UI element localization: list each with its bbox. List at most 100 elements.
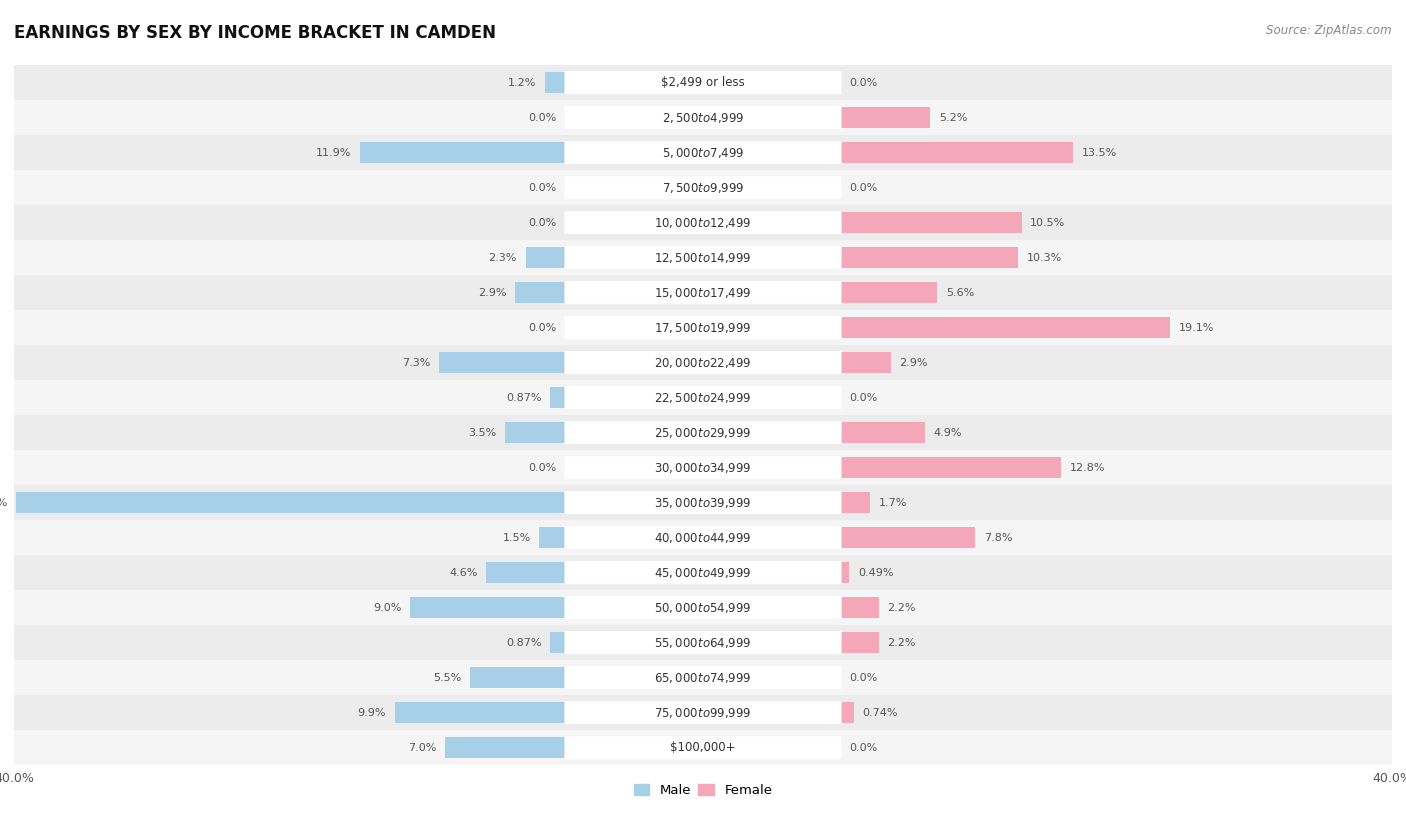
Text: $50,000 to $54,999: $50,000 to $54,999	[654, 601, 752, 615]
Bar	[14, 380, 1392, 415]
Text: 5.2%: 5.2%	[939, 112, 967, 123]
Text: $2,499 or less: $2,499 or less	[661, 77, 745, 89]
Bar	[471, 667, 565, 688]
Bar	[841, 247, 1018, 268]
Text: $2,500 to $4,999: $2,500 to $4,999	[662, 111, 744, 125]
Text: $10,000 to $12,499: $10,000 to $12,499	[654, 216, 752, 230]
Text: 10.5%: 10.5%	[1031, 217, 1066, 228]
Text: 4.6%: 4.6%	[449, 567, 478, 578]
Bar	[14, 240, 1392, 275]
Text: 3.5%: 3.5%	[468, 427, 496, 438]
Text: 2.2%: 2.2%	[887, 637, 915, 648]
Text: 19.1%: 19.1%	[1178, 322, 1213, 333]
Bar	[841, 142, 1073, 163]
Text: 1.2%: 1.2%	[508, 77, 536, 88]
Bar	[526, 247, 565, 268]
Bar	[14, 730, 1392, 765]
Bar	[841, 597, 879, 618]
Text: 9.9%: 9.9%	[357, 707, 387, 718]
Bar	[550, 387, 565, 408]
Text: $65,000 to $74,999: $65,000 to $74,999	[654, 671, 752, 685]
Bar	[14, 100, 1392, 135]
Text: 12.8%: 12.8%	[1070, 462, 1105, 473]
Text: $35,000 to $39,999: $35,000 to $39,999	[654, 496, 752, 510]
Bar	[540, 527, 565, 548]
Bar	[550, 632, 565, 653]
Bar	[395, 702, 565, 723]
Bar	[841, 527, 976, 548]
Bar	[14, 170, 1392, 205]
Bar	[14, 520, 1392, 555]
Text: 2.9%: 2.9%	[478, 287, 506, 298]
Text: $75,000 to $99,999: $75,000 to $99,999	[654, 706, 752, 720]
Text: 1.5%: 1.5%	[502, 532, 531, 543]
FancyBboxPatch shape	[565, 177, 841, 199]
FancyBboxPatch shape	[565, 597, 841, 619]
Bar	[14, 450, 1392, 485]
Text: $55,000 to $64,999: $55,000 to $64,999	[654, 636, 752, 650]
Text: 0.0%: 0.0%	[849, 77, 877, 88]
Text: 2.2%: 2.2%	[887, 602, 915, 613]
Text: 5.6%: 5.6%	[946, 287, 974, 298]
Bar	[14, 415, 1392, 450]
Text: 11.9%: 11.9%	[316, 147, 352, 158]
Text: 7.8%: 7.8%	[984, 532, 1012, 543]
Text: 0.87%: 0.87%	[506, 637, 541, 648]
Bar	[14, 345, 1392, 380]
Text: 0.74%: 0.74%	[862, 707, 897, 718]
Bar	[841, 422, 925, 443]
Bar	[486, 562, 565, 583]
FancyBboxPatch shape	[565, 282, 841, 304]
Text: $100,000+: $100,000+	[671, 742, 735, 754]
Bar	[444, 737, 565, 758]
FancyBboxPatch shape	[565, 457, 841, 479]
FancyBboxPatch shape	[565, 737, 841, 759]
Text: 0.0%: 0.0%	[529, 322, 557, 333]
Bar	[14, 485, 1392, 520]
Text: 31.9%: 31.9%	[0, 497, 7, 508]
Text: 10.3%: 10.3%	[1026, 252, 1062, 263]
Text: 2.3%: 2.3%	[489, 252, 517, 263]
Text: 9.0%: 9.0%	[373, 602, 402, 613]
Text: $12,500 to $14,999: $12,500 to $14,999	[654, 251, 752, 265]
Text: 1.7%: 1.7%	[879, 497, 907, 508]
Bar	[841, 352, 891, 373]
FancyBboxPatch shape	[565, 492, 841, 514]
Bar	[14, 310, 1392, 345]
FancyBboxPatch shape	[565, 247, 841, 269]
Text: $20,000 to $22,499: $20,000 to $22,499	[654, 356, 752, 370]
Bar	[14, 625, 1392, 660]
Text: 7.3%: 7.3%	[402, 357, 430, 368]
Bar	[14, 555, 1392, 590]
Text: $45,000 to $49,999: $45,000 to $49,999	[654, 566, 752, 580]
FancyBboxPatch shape	[565, 212, 841, 234]
Text: 13.5%: 13.5%	[1083, 147, 1118, 158]
Text: 0.0%: 0.0%	[849, 672, 877, 683]
Text: 7.0%: 7.0%	[408, 742, 436, 753]
Bar	[841, 317, 1170, 338]
FancyBboxPatch shape	[565, 422, 841, 444]
FancyBboxPatch shape	[565, 632, 841, 654]
Bar	[841, 492, 870, 513]
Text: $25,000 to $29,999: $25,000 to $29,999	[654, 426, 752, 440]
Text: EARNINGS BY SEX BY INCOME BRACKET IN CAMDEN: EARNINGS BY SEX BY INCOME BRACKET IN CAM…	[14, 24, 496, 42]
FancyBboxPatch shape	[565, 107, 841, 129]
Bar	[14, 65, 1392, 100]
Text: 0.87%: 0.87%	[506, 392, 541, 403]
Text: 4.9%: 4.9%	[934, 427, 962, 438]
FancyBboxPatch shape	[565, 387, 841, 409]
Bar	[14, 590, 1392, 625]
Bar	[14, 275, 1392, 310]
Bar	[411, 597, 565, 618]
Bar	[841, 107, 931, 128]
Text: 0.0%: 0.0%	[849, 182, 877, 193]
Bar	[515, 282, 565, 303]
Text: $15,000 to $17,499: $15,000 to $17,499	[654, 286, 752, 300]
Text: 0.0%: 0.0%	[529, 217, 557, 228]
Bar	[841, 282, 938, 303]
Bar	[14, 205, 1392, 240]
FancyBboxPatch shape	[565, 317, 841, 339]
FancyBboxPatch shape	[565, 702, 841, 724]
Bar	[14, 135, 1392, 170]
FancyBboxPatch shape	[565, 562, 841, 584]
